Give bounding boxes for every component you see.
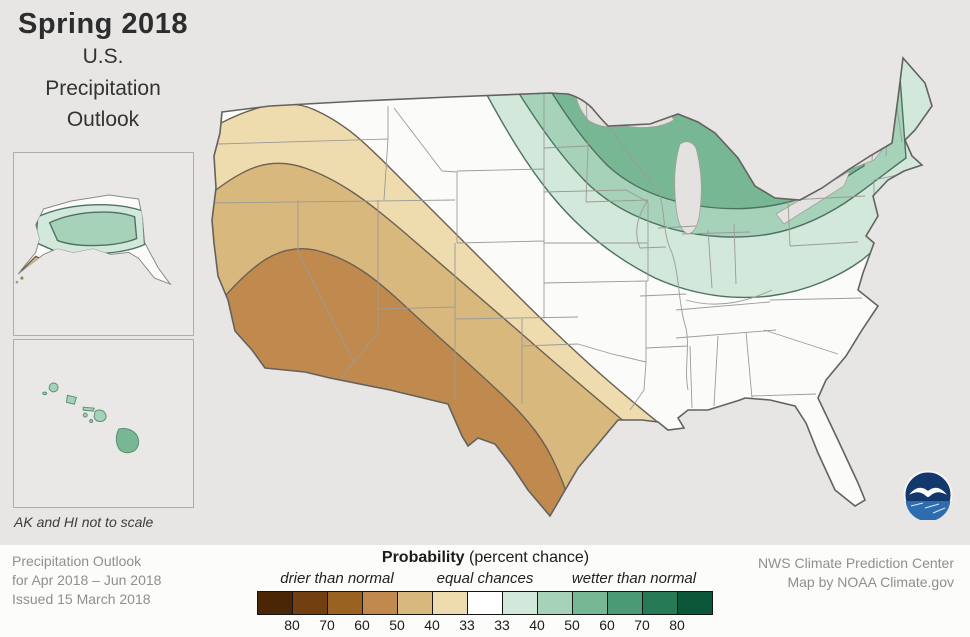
- issuance-line: Precipitation Outlook: [12, 553, 142, 569]
- footer: Precipitation Outlook for Apr 2018 – Jun…: [0, 545, 970, 637]
- legend-cell: [258, 592, 293, 614]
- hawaii-map: [42, 382, 140, 454]
- hawaii-island-lanai: [82, 412, 88, 418]
- aleutian-island-dot: [20, 276, 24, 280]
- legend-cell: [433, 592, 468, 614]
- legend-cell: [503, 592, 538, 614]
- legend-title-rest: (percent chance): [464, 549, 590, 566]
- legend: Probability (percent chance) drier than …: [257, 549, 714, 635]
- credit-line: Map by NOAA Climate.gov: [787, 573, 954, 590]
- legend-ticks: 80 70 60 50 40 33 33 40 50 60 70 80: [257, 617, 714, 635]
- legend-cell: [608, 592, 643, 614]
- issuance-line: for Apr 2018 – Jun 2018: [12, 571, 162, 588]
- legend-tick: 80: [669, 617, 685, 633]
- legend-tick: 80: [284, 617, 300, 633]
- legend-cell: [538, 592, 573, 614]
- legend-tick: 50: [389, 617, 405, 633]
- hawaii-island-maui: [93, 409, 107, 423]
- hawaii-island-kauai: [48, 382, 59, 393]
- hawaii-island-oahu: [65, 394, 77, 405]
- legend-label-drier: drier than normal: [280, 570, 394, 587]
- legend-title: Probability (percent chance): [257, 549, 714, 567]
- page-title: Spring 2018: [18, 8, 188, 40]
- title-block: Spring 2018 U.S. Precipitation Outlook: [0, 8, 206, 136]
- legend-tick: 50: [564, 617, 580, 633]
- page-subtitle-line: Outlook: [66, 108, 140, 131]
- legend-tick: 40: [529, 617, 545, 633]
- legend-colorbar: [257, 591, 713, 615]
- alaska-inset: [13, 152, 194, 336]
- legend-tick: 70: [634, 617, 650, 633]
- legend-category-labels: drier than normal equal chances wetter t…: [257, 570, 714, 591]
- legend-cell: [468, 592, 503, 614]
- credits: NWS Climate Prediction Center Map by NOA…: [758, 554, 954, 592]
- hawaii-islands: [42, 382, 140, 454]
- issuance-line: Issued 15 March 2018: [12, 590, 151, 607]
- legend-label-wetter: wetter than normal: [571, 570, 697, 587]
- legend-cell: [643, 592, 678, 614]
- lake-michigan: [674, 141, 702, 235]
- legend-tick: 60: [599, 617, 615, 633]
- legend-cell: [328, 592, 363, 614]
- legend-title-bold: Probability: [381, 549, 465, 566]
- noaa-logo-sea: [905, 501, 951, 520]
- hawaii-island-molokai: [82, 406, 95, 412]
- hawaii-island-kahoolawe: [89, 419, 94, 424]
- noaa-logo-seagull: [909, 487, 947, 497]
- hawaii-island-niihau: [42, 391, 48, 396]
- state-borders: [212, 93, 903, 411]
- conus-map: [211, 56, 933, 518]
- legend-tick: 60: [354, 617, 370, 633]
- legend-tick: 33: [459, 617, 475, 633]
- issuance-info: Precipitation Outlook for Apr 2018 – Jun…: [12, 552, 161, 609]
- alaska-wet-band-40: [48, 211, 138, 247]
- inset-scale-note: AK and HI not to scale: [14, 514, 154, 530]
- legend-tick: 40: [424, 617, 440, 633]
- legend-cell: [678, 592, 712, 614]
- credit-line: NWS Climate Prediction Center: [757, 555, 954, 571]
- legend-cell: [573, 592, 608, 614]
- alaska-map: [15, 194, 172, 286]
- noaa-logo-waves: [910, 502, 946, 514]
- legend-cell: [398, 592, 433, 614]
- legend-cell: [363, 592, 398, 614]
- legend-tick: 70: [319, 617, 335, 633]
- legend-tick: 33: [494, 617, 510, 633]
- page-subtitle-line: U.S.: [82, 45, 124, 68]
- noaa-logo: [903, 470, 953, 520]
- aleutian-island-dot: [15, 280, 19, 284]
- us-outline: [211, 56, 933, 518]
- hawaii-island-bigisland: [115, 428, 140, 454]
- page-subtitle-line: Precipitation: [45, 76, 161, 100]
- legend-label-equal: equal chances: [436, 570, 534, 587]
- legend-cell: [293, 592, 328, 614]
- hawaii-inset: [13, 339, 194, 508]
